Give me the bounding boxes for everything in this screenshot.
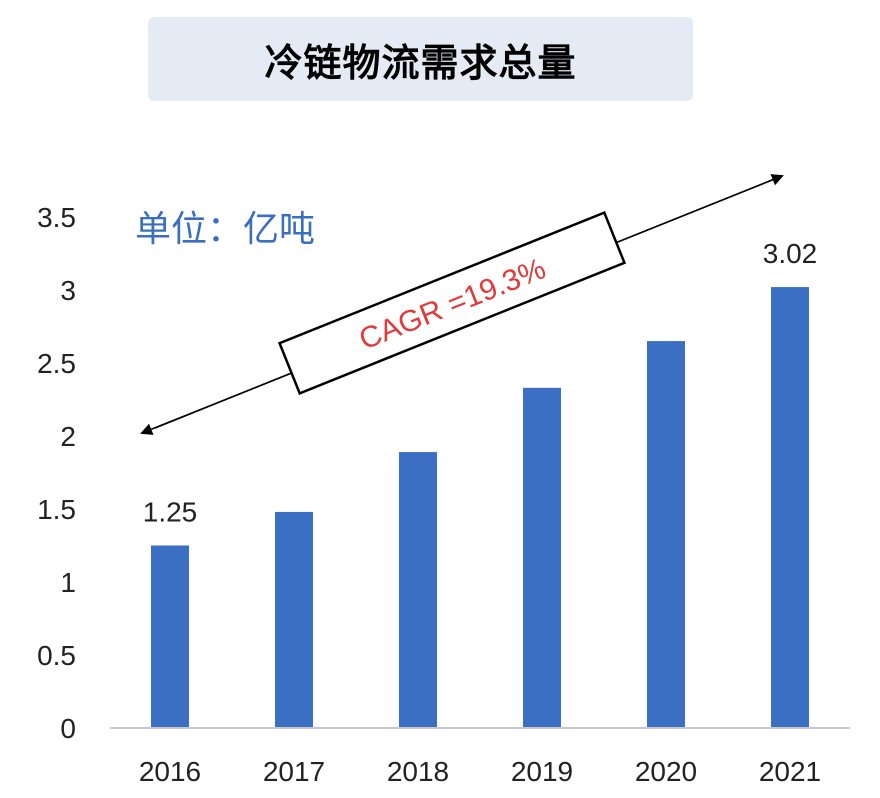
bar-2019: [523, 387, 561, 728]
chart-title: 冷链物流需求总量: [264, 40, 577, 85]
x-tick-label: 2020: [635, 756, 697, 787]
x-tick-label: 2017: [263, 756, 325, 787]
data-labels: 1.25 3.02: [143, 238, 818, 527]
y-tick-label: 1.5: [37, 494, 76, 525]
x-tick-label: 2021: [759, 756, 821, 787]
cagr-box: [277, 211, 627, 395]
data-label: 3.02: [763, 238, 818, 269]
y-tick-label: 2: [60, 421, 76, 452]
bars: [151, 287, 809, 728]
y-axis-ticks: 0 0.5 1 1.5 2 2.5 3 3.5: [37, 202, 76, 744]
x-tick-label: 2019: [511, 756, 573, 787]
chart-title-box: 冷链物流需求总量: [148, 17, 693, 101]
bar-2021: [771, 287, 809, 728]
y-tick-label: 0: [60, 713, 76, 744]
x-axis-ticks: 2016 2017 2018 2019 2020 2021: [139, 756, 821, 787]
y-tick-label: 1: [60, 567, 76, 598]
unit-label: 单位：亿吨: [135, 209, 316, 250]
x-tick-label: 2018: [387, 756, 449, 787]
y-tick-label: 0.5: [37, 640, 76, 671]
bar-2017: [275, 511, 313, 728]
y-tick-label: 2.5: [37, 348, 76, 379]
bar-2020: [647, 341, 685, 728]
bar-2018: [399, 452, 437, 728]
y-tick-label: 3.5: [37, 202, 76, 233]
data-label: 1.25: [143, 497, 198, 528]
bar-2016: [151, 545, 189, 728]
cagr-annotation: CAGR =19.3%: [277, 211, 627, 395]
x-tick-label: 2016: [139, 756, 201, 787]
y-tick-label: 3: [60, 275, 76, 306]
